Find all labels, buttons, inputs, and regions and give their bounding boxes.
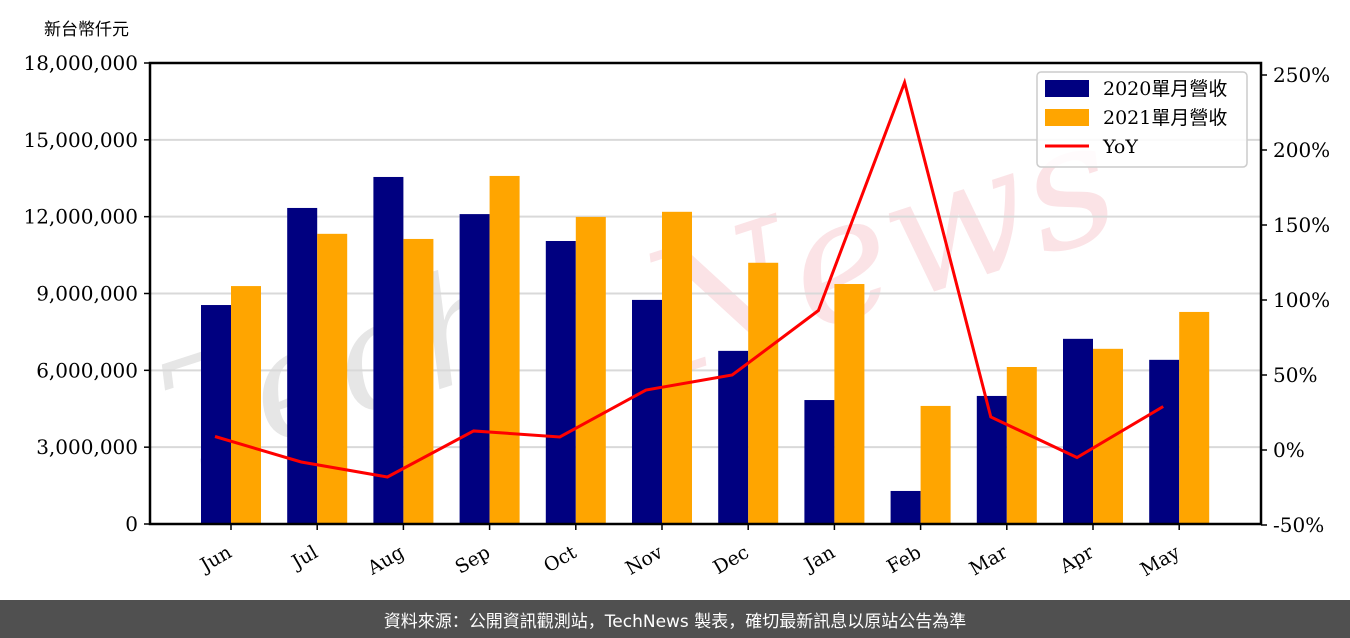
bar-2020 bbox=[718, 350, 749, 524]
bar-2020 bbox=[1063, 338, 1093, 524]
x-tick-label: Nov bbox=[622, 541, 667, 580]
y-right-tick-label: 0% bbox=[1273, 438, 1305, 462]
x-tick-label: Jun bbox=[195, 541, 236, 577]
y-tick-label: 6,000,000 bbox=[36, 358, 138, 382]
bar-2021 bbox=[1179, 311, 1210, 524]
x-tick-label: Feb bbox=[883, 541, 925, 578]
legend bbox=[1036, 71, 1248, 168]
y-tick-label: 3,000,000 bbox=[36, 435, 138, 459]
y-right-tick-label: 100% bbox=[1273, 288, 1330, 312]
x-tick-label: Apr bbox=[1055, 541, 1098, 578]
y-tick-label: 15,000,000 bbox=[23, 128, 138, 152]
y-tick-label: 18,000,000 bbox=[23, 51, 138, 75]
x-tick-label: Aug bbox=[363, 541, 408, 580]
y-right-tick-label: 150% bbox=[1273, 213, 1330, 237]
x-tick-label: Jul bbox=[287, 541, 322, 574]
bar-2020 bbox=[287, 207, 318, 524]
y-tick-label: 12,000,000 bbox=[23, 205, 138, 229]
source-footer: 資料來源：公開資訊觀測站，TechNews 製表，確切最新訊息以原站公告為準 bbox=[0, 600, 1350, 638]
bar-2021 bbox=[748, 262, 779, 524]
bar-2020 bbox=[1149, 359, 1180, 524]
x-tick-label: Dec bbox=[710, 541, 753, 579]
bar-2020 bbox=[804, 400, 835, 524]
x-tick-label: May bbox=[1137, 541, 1184, 581]
plot-frame bbox=[148, 61, 1263, 526]
bar-2021 bbox=[403, 238, 434, 524]
bar-2021 bbox=[489, 175, 520, 524]
bar-2021 bbox=[834, 284, 865, 524]
y-right-tick-label: 50% bbox=[1273, 363, 1317, 387]
bar-2020 bbox=[890, 490, 921, 524]
bar-2021 bbox=[920, 405, 951, 524]
bar-2020 bbox=[459, 214, 490, 524]
bar-2021 bbox=[317, 233, 348, 524]
bar-2021 bbox=[231, 286, 261, 524]
yoy-line bbox=[214, 77, 1164, 479]
y-right-tick-label: 250% bbox=[1273, 63, 1330, 87]
legend-label: YoY bbox=[1102, 136, 1138, 158]
y-right-tick-label: -50% bbox=[1273, 513, 1324, 537]
y-axis-unit-label: 新台幣仟元 bbox=[44, 20, 129, 40]
bar-2021 bbox=[1093, 348, 1123, 524]
bar-2020 bbox=[373, 176, 404, 524]
x-tick-label: Jan bbox=[799, 541, 839, 577]
bar-2021 bbox=[662, 211, 692, 525]
legend-swatch bbox=[1045, 109, 1089, 126]
x-tick-label: Sep bbox=[452, 541, 495, 578]
revenue-chart: TechNews03,000,0006,000,0009,000,00012,0… bbox=[23, 51, 1330, 581]
y-right-tick-label: 200% bbox=[1273, 138, 1330, 162]
bar-2021 bbox=[575, 216, 606, 524]
y-tick-label: 0 bbox=[125, 512, 138, 536]
bar-2020 bbox=[632, 299, 662, 524]
bar-2020 bbox=[201, 305, 231, 524]
y-tick-label: 9,000,000 bbox=[36, 282, 138, 306]
bar-2021 bbox=[1006, 367, 1037, 524]
bar-2020 bbox=[545, 240, 576, 524]
legend-label: 2020單月營收 bbox=[1103, 78, 1227, 100]
x-tick-label: Mar bbox=[966, 541, 1012, 580]
legend-swatch bbox=[1045, 80, 1089, 97]
x-tick-label: Oct bbox=[540, 541, 581, 577]
legend-label: 2021單月營收 bbox=[1103, 107, 1227, 129]
